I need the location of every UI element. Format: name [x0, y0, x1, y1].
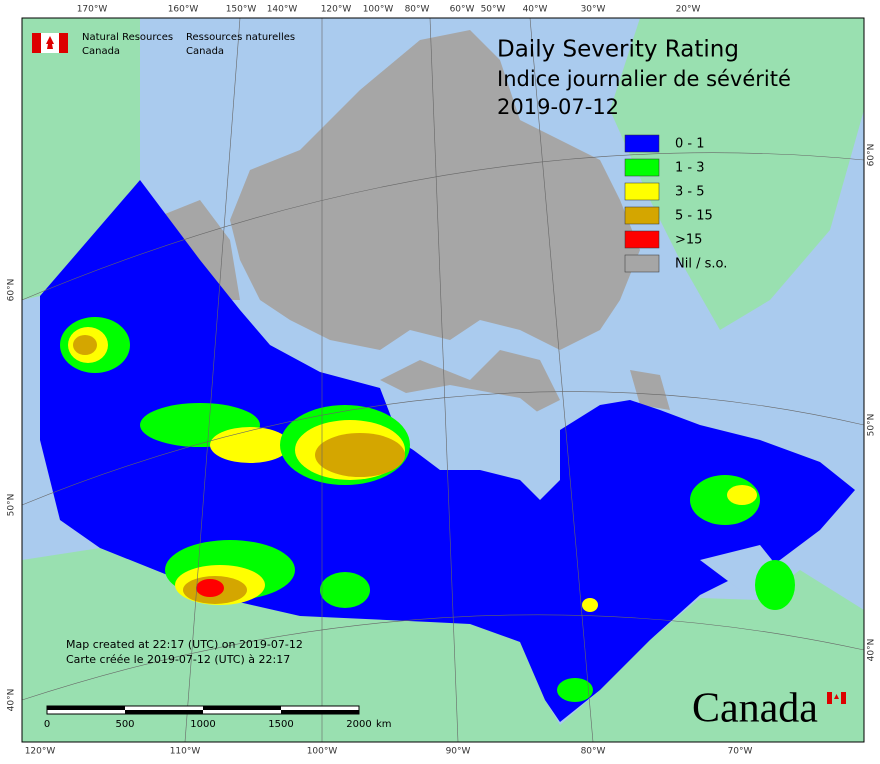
parallel — [21, 614, 865, 701]
legend-label: 1 - 3 — [675, 161, 705, 176]
meridian — [429, 17, 459, 743]
agency-en: Canada — [82, 46, 120, 57]
frame — [21, 17, 865, 743]
lat-label: 50°N — [867, 414, 877, 437]
lon-label: 90°W — [446, 747, 471, 757]
lat-label: 40°N — [867, 639, 877, 662]
parallel — [21, 152, 865, 301]
scale-seg — [47, 706, 125, 710]
meridian — [184, 17, 241, 743]
agency-fr: Canada — [186, 46, 224, 57]
footer: Carte créée le 2019-07-12 (UTC) à 22:17 — [66, 653, 290, 666]
title: Indice journalier de sévérité — [497, 67, 791, 91]
lon-label: 30°W — [581, 5, 606, 15]
patch — [320, 572, 370, 608]
wordmark-flag — [827, 692, 846, 704]
patch — [727, 485, 757, 505]
scale-tick: 0 — [44, 719, 50, 730]
legend-swatch — [624, 134, 660, 153]
patch — [73, 335, 97, 355]
lon-label: 80°W — [581, 747, 606, 757]
lat-label: 60°N — [7, 279, 17, 302]
legend-label: 5 - 15 — [675, 209, 713, 224]
scale-bar — [46, 705, 360, 715]
labrador-north — [630, 370, 670, 410]
patch — [557, 678, 593, 702]
logo-flag — [32, 33, 68, 53]
scale-tick: 1500 — [268, 719, 293, 730]
lon-label: 20°W — [676, 5, 701, 15]
lon-label: 40°W — [523, 5, 548, 15]
legend-swatch — [624, 182, 660, 201]
lat-label: 40°N — [7, 689, 17, 712]
lat-label: 50°N — [7, 494, 17, 517]
agency-fr: Ressources naturelles — [186, 32, 295, 43]
maple-leaf — [46, 36, 54, 49]
legend-swatch — [624, 206, 660, 225]
wordmark: Canada — [692, 686, 818, 732]
lon-label: 120°W — [25, 747, 56, 757]
scale-tick: 1000 — [190, 719, 215, 730]
meridian — [529, 17, 594, 743]
scale-seg — [125, 710, 203, 714]
maple-leaf — [834, 694, 839, 699]
lon-label: 110°W — [170, 747, 201, 757]
alaska — [22, 18, 140, 300]
lon-label: 120°W — [321, 5, 352, 15]
patch — [582, 598, 598, 612]
legend-label: 3 - 5 — [675, 185, 705, 200]
patch — [196, 579, 224, 597]
lon-label: 60°W — [450, 5, 475, 15]
legend-label: >15 — [675, 233, 702, 248]
footer: Map created at 22:17 (UTC) on 2019-07-12 — [66, 638, 303, 651]
lon-label: 100°W — [307, 747, 338, 757]
legend-swatch — [624, 254, 660, 273]
legend-label: Nil / s.o. — [675, 257, 727, 272]
hudson-bay — [395, 385, 560, 500]
scale-unit: km — [376, 719, 392, 730]
legend: 0 - 1 1 - 3 3 - 5 5 - 15 >15 Nil / s.o. — [624, 134, 727, 273]
flag-bar — [59, 33, 68, 53]
title: 2019-07-12 — [497, 95, 619, 119]
scale-tick: 2000 — [346, 719, 371, 730]
greenland — [610, 18, 864, 330]
legend-swatch — [624, 230, 660, 249]
lon-label: 100°W — [363, 5, 394, 15]
scale-seg — [203, 706, 281, 710]
arctic-islands — [230, 30, 640, 350]
scale-labels: 0 500 1000 1500 2000 km — [44, 719, 392, 730]
legend-swatch — [624, 158, 660, 177]
lon-label: 70°W — [728, 747, 753, 757]
legend-label: 0 - 1 — [675, 137, 705, 152]
flag-bar — [32, 33, 41, 53]
lon-label: 170°W — [77, 5, 108, 15]
lat-label: 60°N — [867, 144, 877, 167]
graticule-labels: 170°W 160°W 150°W 140°W 120°W 100°W 80°W 60°W 50… — [7, 5, 877, 757]
scale-tick: 500 — [115, 719, 134, 730]
severity-areas — [60, 317, 795, 702]
lon-label: 160°W — [168, 5, 199, 15]
agency-en: Natural Resources — [82, 32, 173, 43]
lon-label: 140°W — [267, 5, 298, 15]
lon-label: 50°W — [481, 5, 506, 15]
scale-seg — [281, 710, 359, 714]
usa — [22, 548, 864, 742]
patch — [755, 560, 795, 610]
lon-label: 80°W — [405, 5, 430, 15]
flag-bar — [841, 692, 846, 704]
patch — [315, 433, 405, 477]
patch — [210, 427, 290, 463]
title: Daily Severity Rating — [497, 37, 739, 63]
lon-label: 150°W — [226, 5, 257, 15]
graticule-lines — [21, 17, 865, 743]
flag-bar — [827, 692, 832, 704]
parallel — [21, 391, 865, 506]
